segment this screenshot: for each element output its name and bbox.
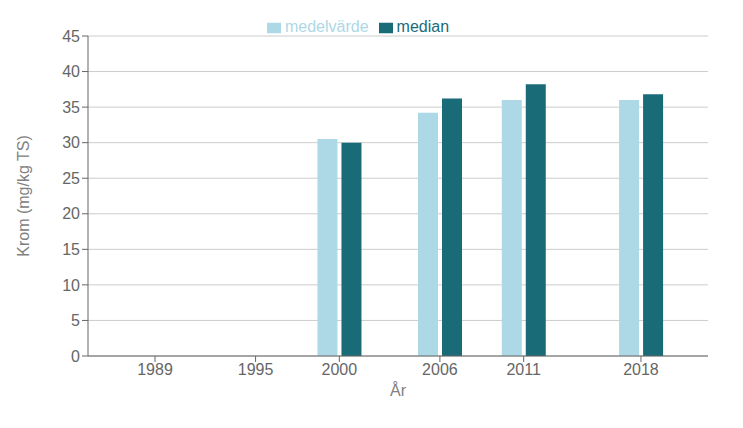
- svg-text:År: År: [390, 381, 407, 399]
- html-text:medelvärde: medelvärde: [285, 18, 369, 35]
- html-text:median: median: [396, 18, 449, 35]
- svg-text:15: 15: [62, 241, 80, 258]
- svg-text:1989: 1989: [137, 361, 173, 378]
- svg-text:25: 25: [62, 170, 80, 187]
- svg-text:2018: 2018: [623, 361, 659, 378]
- svg-text:2006: 2006: [422, 361, 458, 378]
- svg-text:40: 40: [62, 63, 80, 80]
- svg-text:10: 10: [62, 277, 80, 294]
- svg-text:20: 20: [62, 205, 80, 222]
- svg-text:2011: 2011: [506, 361, 541, 378]
- svg-text:2000: 2000: [322, 361, 358, 378]
- svg-text:45: 45: [62, 28, 80, 45]
- svg-text:1995: 1995: [238, 361, 274, 378]
- svg-text:30: 30: [62, 134, 80, 151]
- svg-text:0: 0: [71, 348, 80, 365]
- svg-text:35: 35: [62, 99, 80, 116]
- svg-text:5: 5: [71, 312, 80, 329]
- svg-text:Krom (mg/kg TS): Krom (mg/kg TS): [15, 135, 32, 257]
